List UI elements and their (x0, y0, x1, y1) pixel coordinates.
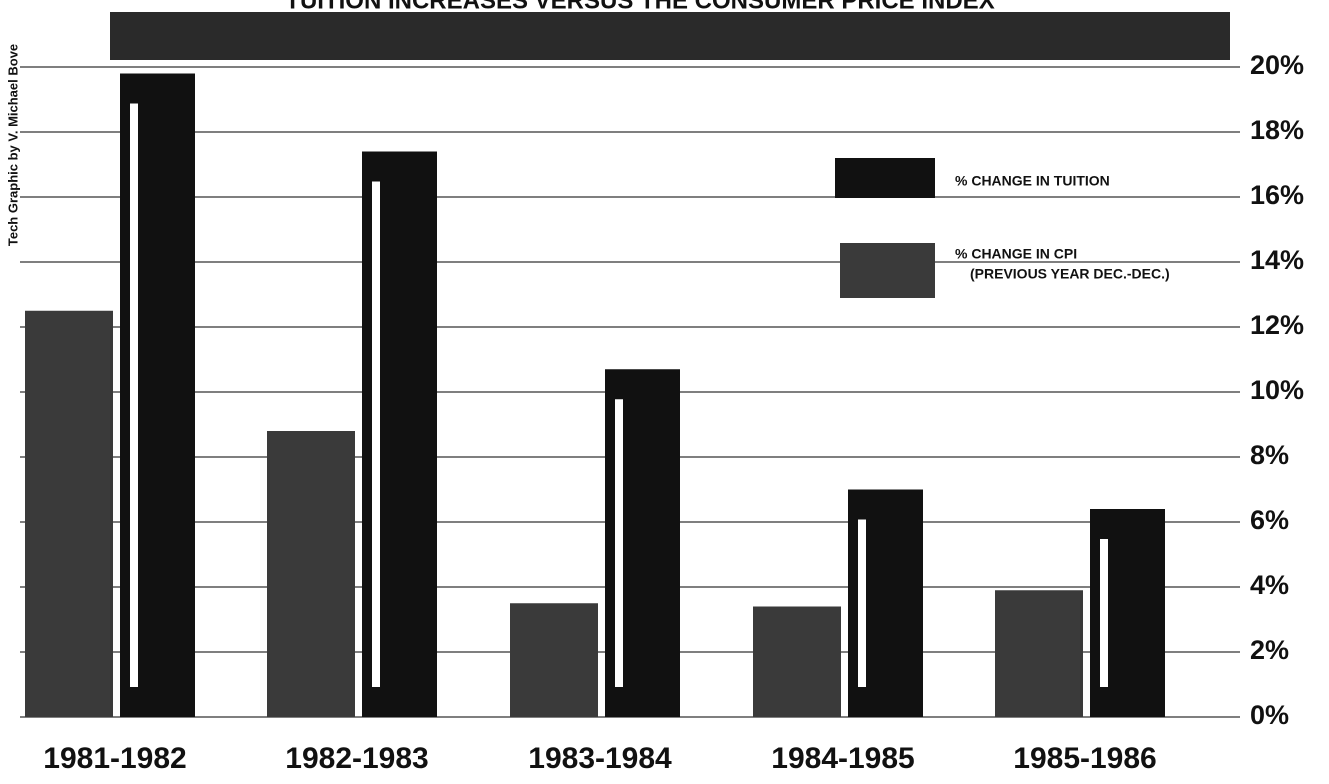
chart: TUITION INCREASES VERSUS THE CONSUMER PR… (0, 0, 1329, 784)
x-tick-label: 1985-1986 (1013, 742, 1156, 775)
y-tick-label: 2% (1250, 635, 1289, 665)
y-tick-label: 6% (1250, 505, 1289, 535)
column-highlight (130, 104, 138, 688)
legend-swatch (840, 243, 935, 298)
bar (25, 311, 113, 717)
y-tick-label: 8% (1250, 440, 1289, 470)
y-tick-label: 18% (1250, 115, 1304, 145)
bar (510, 603, 598, 717)
column-highlight (615, 399, 623, 687)
y-tick-label: 20% (1250, 50, 1304, 80)
legend-note: (PREVIOUS YEAR DEC.-DEC.) (970, 266, 1170, 282)
column-highlight (858, 520, 866, 688)
title-banner (110, 12, 1230, 60)
chart-title: TUITION INCREASES VERSUS THE CONSUMER PR… (285, 0, 994, 14)
y-tick-label: 16% (1250, 180, 1304, 210)
y-tick-label: 0% (1250, 700, 1289, 730)
x-tick-label: 1981-1982 (43, 742, 186, 775)
legend-label: % CHANGE IN TUITION (955, 173, 1110, 189)
x-tick-label: 1983-1984 (528, 742, 672, 775)
bar (995, 590, 1083, 717)
bar (267, 431, 355, 717)
legend-label: % CHANGE IN CPI (955, 246, 1077, 262)
legend-swatch (835, 158, 935, 198)
y-tick-label: 12% (1250, 310, 1304, 340)
column-highlight (1100, 539, 1108, 687)
x-tick-label: 1982-1983 (285, 742, 428, 775)
bar (753, 607, 841, 718)
y-tick-label: 10% (1250, 375, 1304, 405)
y-tick-label: 4% (1250, 570, 1289, 600)
x-tick-label: 1984-1985 (771, 742, 914, 775)
y-tick-label: 14% (1250, 245, 1304, 275)
column-highlight (372, 182, 380, 688)
credit: Tech Graphic by V. Michael Bove (5, 44, 20, 246)
